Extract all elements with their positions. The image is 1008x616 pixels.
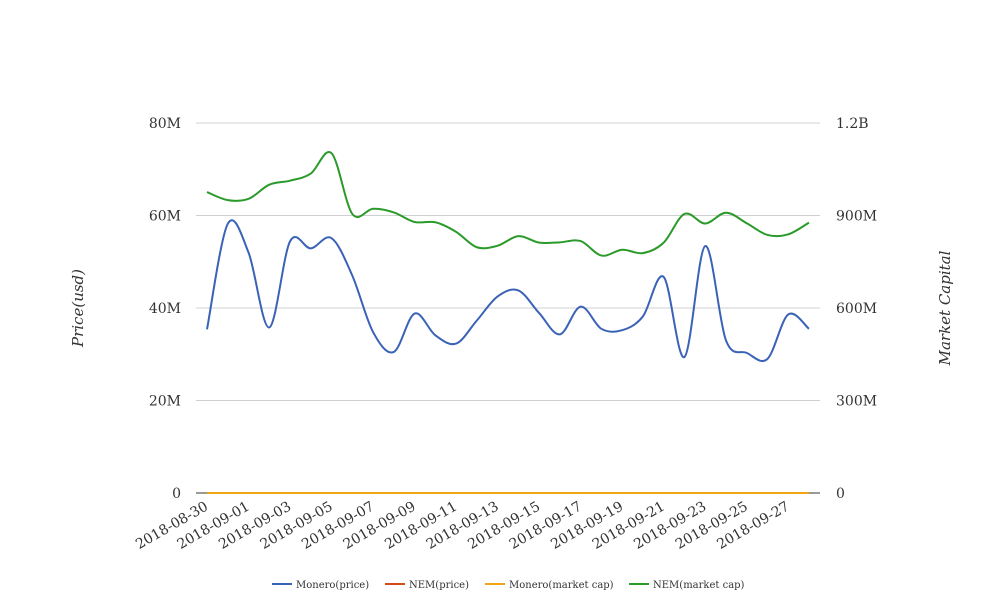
series-line-nem-market-cap: [206, 150, 810, 257]
left-tick-label: 80M: [149, 116, 181, 132]
right-tick-label: 600M: [836, 301, 877, 317]
series-lines: [206, 150, 810, 495]
right-axis-title: Market Capital: [936, 250, 954, 366]
gridlines: [196, 122, 820, 401]
legend-label: Monero(price): [296, 580, 369, 591]
left-axis-title: Price(usd): [69, 269, 87, 348]
legend-item: Monero(market cap): [485, 580, 614, 591]
legend-item: NEM(market cap): [629, 580, 745, 591]
right-tick-label: 300M: [836, 394, 877, 410]
legend-item: Monero(price): [272, 580, 369, 591]
left-tick-label: 40M: [149, 301, 181, 317]
legend-label: NEM(price): [409, 580, 469, 591]
left-tick-label: 60M: [149, 209, 181, 225]
x-axis-ticks: 2018-08-302018-09-012018-09-032018-09-05…: [133, 499, 792, 553]
legend-label: Monero(market cap): [509, 580, 614, 591]
series-line-monero-price: [206, 219, 810, 363]
legend-item: NEM(price): [385, 580, 469, 591]
legend-label: NEM(market cap): [653, 580, 745, 591]
legend: Monero(price) NEM(price) Monero(market cap…: [272, 580, 745, 591]
right-tick-label: 0: [836, 486, 845, 502]
left-tick-label: 0: [172, 486, 181, 502]
right-tick-label: 900M: [836, 209, 877, 225]
right-tick-label: 1.2B: [836, 116, 869, 132]
left-axis-ticks: 0 20M 40M 60M 80M: [149, 116, 181, 502]
left-tick-label: 20M: [149, 394, 181, 410]
right-axis-ticks: 0 300M 600M 900M 1.2B: [836, 116, 877, 502]
